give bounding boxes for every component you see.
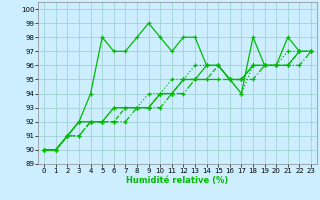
X-axis label: Humidité relative (%): Humidité relative (%) <box>126 176 229 185</box>
